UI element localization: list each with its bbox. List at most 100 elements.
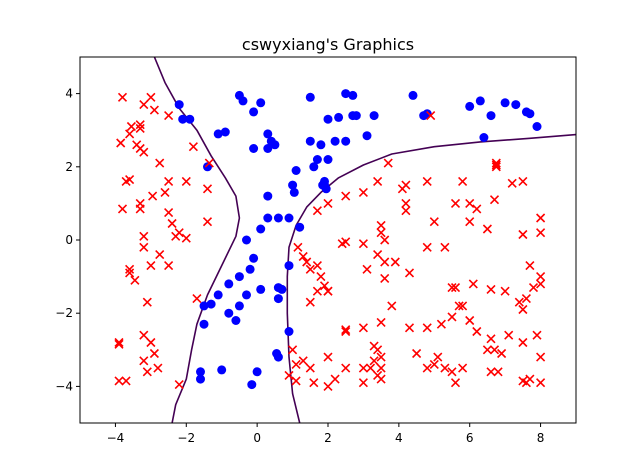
negative-point [401,180,411,190]
y-tick-label: −2 [55,306,73,320]
negative-point [536,228,546,238]
negative-point [373,250,383,260]
negative-point [491,160,501,170]
negative-point [164,111,174,121]
negative-point [458,176,468,186]
negative-point [518,176,528,186]
positive-point [273,294,283,304]
positive-point [249,144,259,153]
negative-point [422,363,432,373]
negative-point [146,337,156,348]
negative-point [135,120,145,130]
negative-point [486,334,496,344]
negative-point [305,363,315,373]
positive-point [234,272,244,282]
positive-point [263,129,273,139]
negative-point [380,257,390,267]
negative-point [422,323,432,333]
negative-point [125,264,135,274]
negative-point [528,283,539,293]
negative-point [458,301,468,311]
negative-point [404,268,415,278]
negative-point [164,208,174,218]
y-tick-label: 0 [65,233,73,247]
positive-point [213,129,223,139]
positive-point [263,191,273,201]
negative-point [146,92,156,102]
positive-point [217,365,227,375]
negative-point [319,281,330,291]
negative-point [284,370,294,380]
negative-point [358,239,368,249]
negative-point [383,158,393,168]
negative-point [507,178,517,188]
negative-point [323,198,333,208]
negative-point [376,374,386,384]
x-tick-label: 8 [537,431,545,445]
negative-points [114,92,546,391]
negative-point [422,176,432,186]
positive-point [185,114,195,124]
negative-point [536,213,546,223]
negative-point [465,198,475,208]
negative-point [316,272,326,282]
negative-point [192,294,202,304]
negative-point [465,315,475,326]
positive-point [341,136,351,146]
negative-point [497,348,507,359]
negative-point [174,228,184,238]
negative-point [298,251,308,262]
negative-point [202,217,213,227]
negative-point [518,304,528,315]
plot-area [79,56,577,424]
negative-point [514,297,524,307]
positive-point [256,98,266,108]
x-tick-label: 4 [395,431,403,445]
positive-point [277,284,287,294]
negative-point [390,257,400,267]
positive-point [256,224,266,234]
negative-point [489,195,500,205]
negative-point [486,367,496,377]
negative-point [450,378,461,388]
negative-point [401,198,411,208]
positive-point [500,98,510,108]
positive-point [249,253,259,263]
positive-point [213,290,223,300]
positive-point [178,114,188,124]
positive-point [252,367,262,377]
positive-point [284,213,294,223]
positive-point [234,301,244,311]
negative-point [312,261,322,271]
negative-point [174,380,184,390]
negative-point [117,92,128,102]
negative-point [148,191,158,201]
negative-point [188,142,198,152]
negative-point [125,268,135,278]
x-tick-label: −2 [177,431,195,445]
negative-point [458,363,468,373]
negative-point [493,367,503,377]
negative-point [312,206,322,216]
negative-point [155,158,165,168]
negative-point [114,339,124,349]
negative-point [135,204,145,214]
negative-point [139,147,149,157]
negative-point [323,381,333,391]
negative-point [358,187,368,197]
negative-point [450,198,461,208]
positive-point [348,90,358,100]
positive-point [263,144,273,153]
negative-point [362,264,372,274]
negative-point [500,286,510,296]
negative-point [387,301,397,311]
negative-point [472,204,482,214]
negative-point [440,242,450,252]
positive-point [312,155,322,164]
negative-point [482,345,492,355]
negative-point [139,330,149,340]
positive-point [273,352,283,362]
negative-point [491,158,501,168]
positive-point [220,127,230,137]
